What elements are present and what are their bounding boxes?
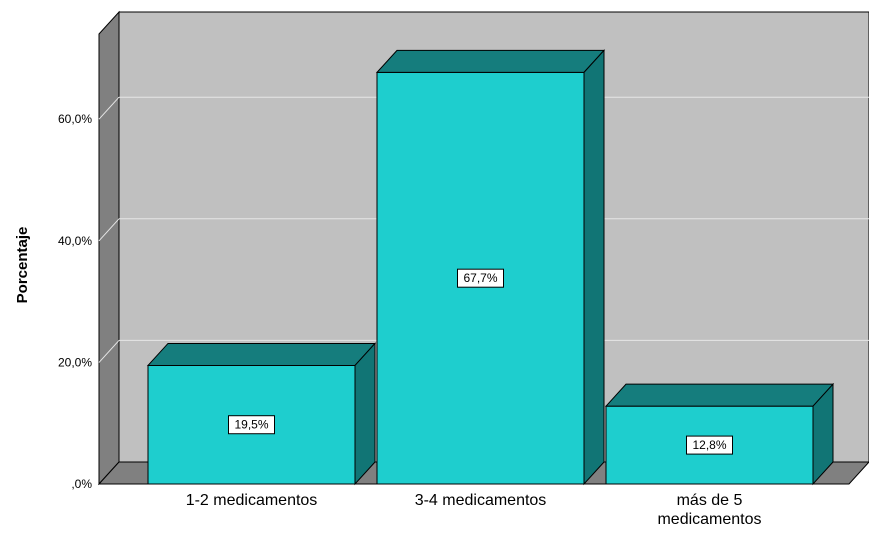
y-axis-ticks: ,0% 20,0% 40,0% 60,0% xyxy=(58,112,92,491)
data-label: 12,8% xyxy=(692,438,726,452)
category-label: 1-2 medicamentos xyxy=(186,492,318,509)
data-label-box xyxy=(228,415,275,435)
category-label: 3-4 medicamentos xyxy=(415,492,547,509)
x-axis-categories: 1-2 medicamentos 3-4 medicamentos más de 5… xyxy=(186,492,762,528)
y-axis-label: Porcentaje xyxy=(14,227,31,304)
bar-side xyxy=(354,342,376,486)
data-label: 19,5% xyxy=(234,418,268,432)
y-tick-label: 20,0% xyxy=(58,355,92,369)
bar-side xyxy=(583,49,605,486)
gridline-side xyxy=(98,218,120,242)
bar-top xyxy=(604,383,835,407)
side-wall xyxy=(98,10,120,486)
bar-side xyxy=(812,382,834,486)
bar: 67,7% xyxy=(375,49,606,486)
bar: 12,8% xyxy=(604,382,835,486)
bar-top xyxy=(146,342,377,366)
y-tick-label: ,0% xyxy=(71,477,92,491)
bar-top xyxy=(375,49,606,73)
y-tick-label: 40,0% xyxy=(58,234,92,248)
category-label: medicamentos xyxy=(657,511,761,528)
gridline-side xyxy=(98,340,120,363)
bar: 19,5% xyxy=(146,342,377,486)
data-label-box xyxy=(457,268,504,288)
category-label: más de 5 xyxy=(677,492,743,509)
y-tick-label: 60,0% xyxy=(58,112,92,126)
data-label-box xyxy=(686,435,733,455)
gridline-side xyxy=(98,96,120,120)
bars: 19,5% 67,7% 12,8% xyxy=(146,49,835,486)
data-label: 67,7% xyxy=(463,271,497,285)
